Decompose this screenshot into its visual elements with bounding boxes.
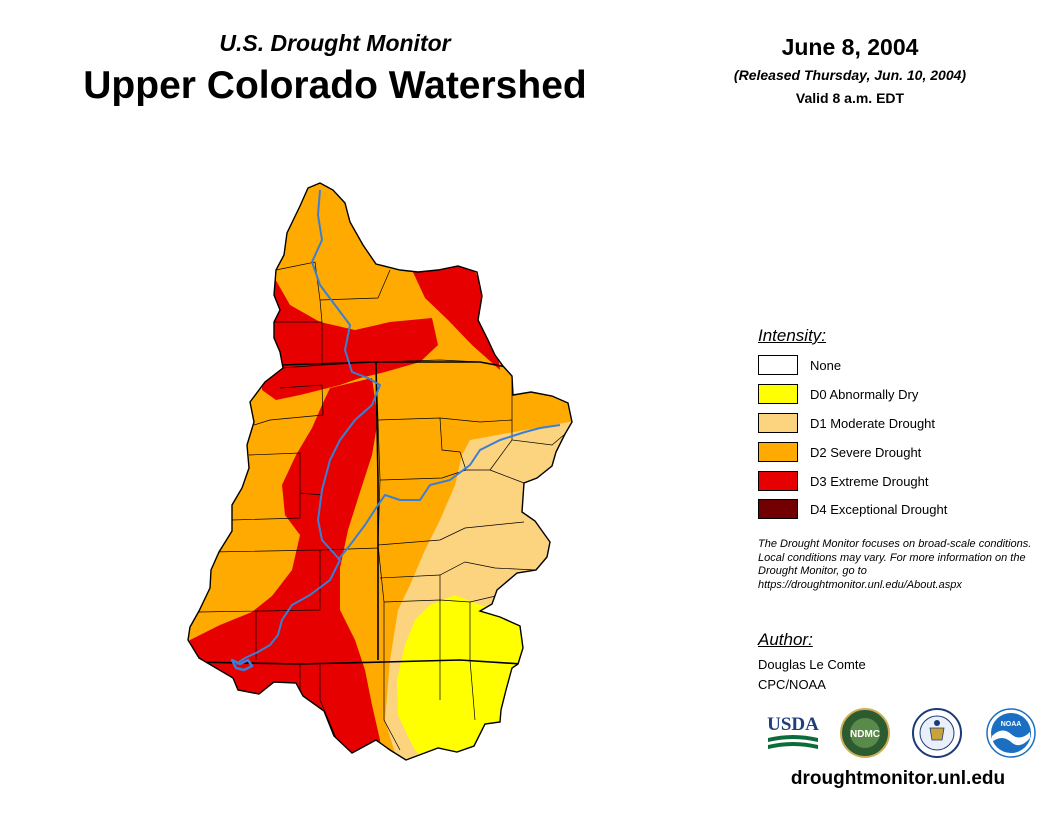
disclaimer-note: The Drought Monitor focuses on broad-sca… <box>758 538 1032 591</box>
basin-outline <box>187 182 573 761</box>
legend-item-none: None <box>758 354 841 376</box>
noaa-logo-text: NOAA <box>1001 721 1022 728</box>
legend-swatch <box>758 355 798 375</box>
legend-item-d3: D3 Extreme Drought <box>758 470 929 492</box>
legend-swatch <box>758 442 798 462</box>
legend-item-d2: D2 Severe Drought <box>758 441 921 463</box>
legend-heading: Intensity: <box>758 326 827 345</box>
legend-label: D3 Extreme Drought <box>810 473 929 489</box>
noaa-logo: NOAA <box>986 708 1036 758</box>
legend-label: D0 Abnormally Dry <box>810 386 919 402</box>
legend-item-d1: D1 Moderate Drought <box>758 412 935 434</box>
county-lines <box>198 261 566 751</box>
d0-abnormally-dry-area <box>397 595 572 760</box>
author-org: CPC/NOAA <box>758 677 826 692</box>
drought-map <box>187 182 573 761</box>
legend-swatch <box>758 499 798 519</box>
legend-swatch <box>758 413 798 433</box>
legend-swatch <box>758 471 798 491</box>
lake-powell <box>230 658 254 672</box>
d3-extreme-northeast <box>412 262 500 370</box>
author-heading: Author: <box>758 630 813 649</box>
ndmc-logo: NDMC <box>840 708 890 758</box>
release-date: (Released Thursday, Jun. 10, 2004) <box>733 67 967 83</box>
legend-label: D4 Exceptional Drought <box>810 501 948 517</box>
legend-label: D1 Moderate Drought <box>810 415 936 431</box>
valid-time: Valid 8 a.m. EDT <box>795 90 905 106</box>
legend-item-d0: D0 Abnormally Dry <box>758 383 918 405</box>
legend-swatch <box>758 384 798 404</box>
usda-logo: USDA <box>767 714 819 749</box>
ndmc-logo-text: NDMC <box>850 729 880 740</box>
legend-item-d4: D4 Exceptional Drought <box>758 498 947 520</box>
website-link[interactable]: droughtmonitor.unl.edu <box>790 768 1006 789</box>
d3-extreme-southwest <box>188 378 380 760</box>
legend-label: None <box>810 357 842 373</box>
map-subtitle: U.S. Drought Monitor <box>219 30 451 56</box>
doc-seal-logo <box>912 708 962 758</box>
green-river <box>235 189 381 665</box>
map-title: Upper Colorado Watershed <box>83 64 587 107</box>
map-date: June 8, 2004 <box>781 34 919 60</box>
colorado-river <box>337 424 561 561</box>
d3-extreme-north <box>262 270 438 400</box>
usda-logo-text: USDA <box>767 714 819 735</box>
legend-label: D2 Severe Drought <box>810 444 922 460</box>
state-lines <box>189 361 523 665</box>
rivers <box>230 189 561 672</box>
author-name: Douglas Le Comte <box>758 657 866 672</box>
